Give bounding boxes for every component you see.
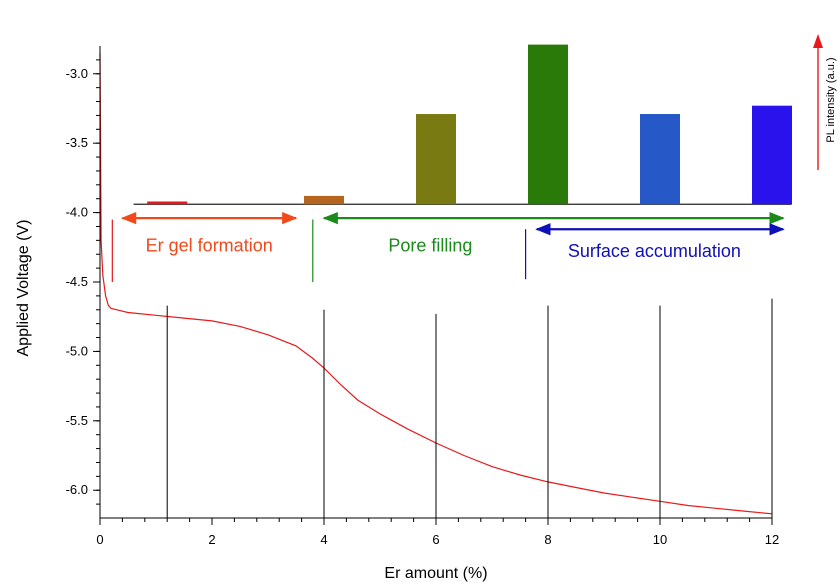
pl-bars	[133, 44, 792, 205]
pl-bar	[640, 114, 680, 205]
x-tick-label: 4	[320, 532, 327, 547]
y-axis-title: Applied Voltage (V)	[15, 220, 32, 357]
x-tick-label: 8	[544, 532, 551, 547]
pl-bar	[416, 114, 456, 205]
pl-bar	[147, 201, 188, 205]
x-axis-title: Er amount (%)	[384, 565, 487, 582]
plot-area	[99, 52, 773, 515]
x-tick-label: 2	[208, 532, 215, 547]
axes: 0 2 4 6 8 10 12 -3.0 -3.5 -4.0 -4.5 -5.0 -5.5 -6.0	[66, 46, 779, 547]
x-tick-label: 12	[765, 532, 779, 547]
y-tick-label: -4.0	[66, 205, 88, 220]
x-tick-label: 6	[432, 532, 439, 547]
pl-bar	[528, 44, 568, 205]
vertical-markers	[166, 298, 773, 518]
right-axis-arrow-icon	[813, 34, 823, 170]
x-tick-label: 10	[653, 532, 667, 547]
region-label: Surface accumulation	[568, 241, 741, 261]
right-arrow-head	[813, 34, 823, 48]
y-tick-label: -4.5	[66, 274, 88, 289]
y-tick-label: -3.0	[66, 66, 88, 81]
y-tick-label: -5.0	[66, 343, 88, 358]
region-annotations: Er gel formation Pore filling Surface accu…	[111, 211, 785, 282]
right-axis-title: PL intensity (a.u.)	[825, 57, 837, 142]
region-label: Pore filling	[388, 235, 472, 255]
y-tick-label: -5.5	[66, 413, 88, 428]
y-tick-label: -6.0	[66, 482, 88, 497]
pl-bar	[304, 195, 344, 205]
x-tick-label: 0	[96, 532, 103, 547]
voltage-series-line	[99, 52, 773, 515]
region-label: Er gel formation	[146, 235, 273, 255]
y-tick-label: -3.5	[66, 135, 88, 150]
pl-bar	[752, 105, 792, 205]
